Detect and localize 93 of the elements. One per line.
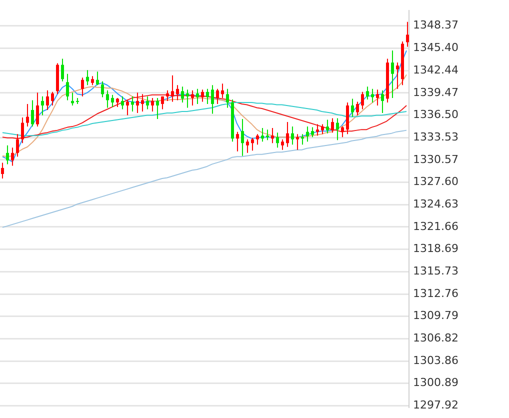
candlestick — [281, 138, 284, 150]
candlestick — [191, 90, 194, 106]
candlestick — [251, 137, 254, 152]
candlestick — [271, 128, 274, 144]
candlestick — [1, 162, 4, 180]
candlestick — [101, 80, 104, 98]
candlestick — [266, 129, 269, 141]
candlestick — [6, 144, 9, 165]
candlestick — [31, 100, 34, 128]
candlestick — [86, 70, 89, 86]
candlestick — [276, 132, 279, 148]
candlestick — [341, 126, 344, 138]
candlestick — [116, 97, 119, 108]
y-tick-label: 1327.60 — [413, 175, 458, 188]
candlestick — [306, 126, 309, 142]
candlestick — [26, 103, 29, 128]
y-tick-label: 1306.82 — [413, 332, 458, 345]
y-tick-label: 1318.69 — [413, 242, 458, 256]
candlestick — [176, 84, 179, 101]
candlestick — [226, 88, 229, 108]
candlestick — [331, 118, 334, 134]
y-tick-label: 1336.50 — [413, 108, 458, 122]
candlestick — [211, 84, 214, 114]
candlestick — [131, 96, 134, 112]
candlestick — [16, 134, 19, 158]
candlestick — [351, 98, 354, 118]
y-tick-label: 1342.44 — [413, 63, 458, 76]
y-tick-label: 1303.86 — [413, 354, 458, 367]
candlestick — [301, 134, 304, 146]
candlestick — [196, 88, 199, 104]
candlestick — [96, 71, 99, 86]
candlestick — [236, 131, 239, 152]
candlestick — [406, 21, 409, 48]
y-tick-label: 1309.79 — [413, 309, 458, 322]
candlestick — [121, 96, 124, 110]
candlestick — [216, 88, 219, 104]
y-tick-label: 1300.89 — [413, 376, 458, 390]
candlestick — [181, 86, 184, 103]
candlestick — [156, 97, 159, 120]
candlestick — [61, 58, 64, 82]
y-tick-label: 1348.37 — [413, 18, 458, 32]
candlestick — [366, 86, 369, 100]
candlestick — [371, 88, 374, 103]
candlestick — [261, 128, 264, 142]
candlestick — [291, 126, 294, 146]
candlestick — [296, 134, 299, 150]
candlestick — [311, 126, 314, 138]
candlestick — [391, 50, 394, 98]
candlestick — [356, 101, 359, 116]
candlestick — [376, 89, 379, 106]
candlestick — [111, 94, 114, 108]
candlestick — [326, 119, 329, 134]
y-tick-label: 1324.63 — [413, 197, 458, 210]
candlestick — [336, 118, 339, 141]
y-tick-label: 1321.66 — [413, 220, 458, 233]
candlestick — [81, 77, 84, 97]
y-tick-label: 1339.47 — [413, 86, 458, 99]
candlestick — [171, 74, 174, 102]
candlestick — [146, 96, 149, 110]
candlestick — [246, 138, 249, 154]
candlestick — [151, 97, 154, 112]
candlestick — [381, 90, 384, 114]
candlestick — [21, 117, 24, 144]
candlestick — [66, 73, 69, 101]
candlestick — [136, 92, 139, 114]
candlestick — [256, 134, 259, 146]
candlestick — [221, 83, 224, 98]
y-tick-label: 1345.40 — [413, 41, 458, 54]
candlestick — [201, 89, 204, 102]
candlestick — [91, 76, 94, 86]
candlestick — [41, 96, 44, 116]
candlestick — [141, 94, 144, 112]
candlestick — [241, 118, 244, 156]
y-tick-label: 1315.73 — [413, 264, 458, 278]
y-tick-label: 1333.53 — [413, 130, 458, 144]
candlestick — [396, 62, 399, 90]
candlestick — [161, 96, 164, 110]
candlestick — [46, 90, 49, 110]
candlestick — [361, 91, 364, 110]
candlestick — [321, 124, 324, 135]
y-tick-label: 1312.76 — [413, 286, 458, 300]
candlestick — [186, 89, 189, 108]
y-tick-label: 1297.92 — [413, 398, 458, 412]
y-tick-label: 1330.57 — [413, 152, 458, 166]
candlestick — [166, 90, 169, 102]
candlestick — [316, 124, 319, 136]
candlestick — [106, 90, 109, 108]
candlestick — [206, 88, 209, 104]
candlestick — [286, 122, 289, 148]
candlestick — [51, 91, 54, 106]
candlestick — [11, 147, 14, 166]
candlestick — [126, 98, 129, 116]
candlestick — [36, 92, 39, 128]
